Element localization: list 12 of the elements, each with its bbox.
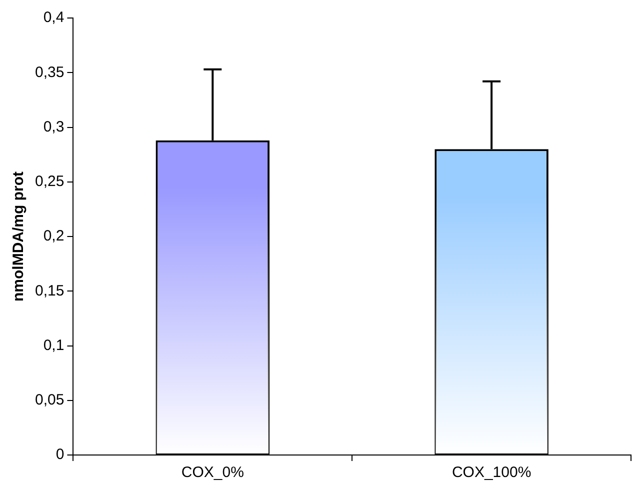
y-axis-title: nmolMDA/mg prot xyxy=(10,172,28,302)
y-tick-label: 0,15 xyxy=(34,282,64,300)
y-tick-label: 0,1 xyxy=(43,336,64,354)
x-tick-label: COX_100% xyxy=(452,464,532,482)
y-tick-label: 0,3 xyxy=(43,118,64,136)
y-tick-label: 0,05 xyxy=(34,392,64,409)
y-tick-label: 0,25 xyxy=(34,173,64,190)
y-tick-label: 0 xyxy=(56,446,64,464)
y-tick-label: 0,2 xyxy=(43,228,64,245)
y-tick-label: 0,4 xyxy=(43,9,64,26)
x-tick-label: COX_0% xyxy=(181,464,244,482)
y-tick-label: 0,35 xyxy=(34,64,64,81)
